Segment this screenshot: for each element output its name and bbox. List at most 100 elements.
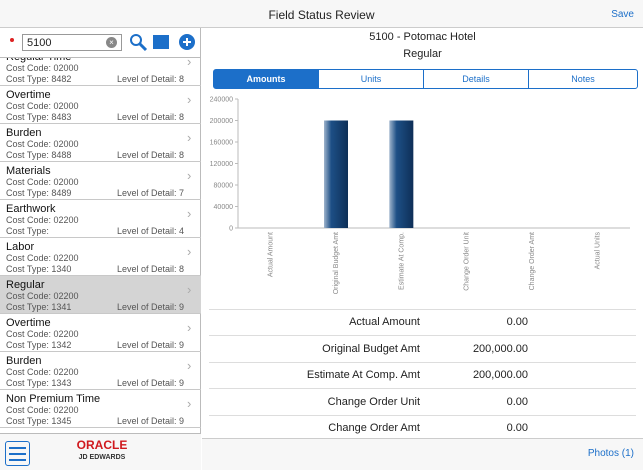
y-tick-label: 120000	[210, 161, 233, 168]
menu-button[interactable]	[5, 441, 30, 466]
chart: 0 40000 80000 120000 160000 200000 240000 Actua…	[210, 97, 630, 294]
filter-icon[interactable]	[153, 35, 169, 49]
photos-link[interactable]: Photos (1)	[587, 448, 634, 459]
chevron: ›	[187, 168, 192, 183]
item-level: Level of Detail: 9	[117, 340, 185, 350]
search-icon[interactable]	[130, 34, 142, 46]
row-value: 0.00	[506, 422, 528, 434]
chevron: ›	[187, 396, 192, 411]
item-cost-code: Cost Code: 02200	[6, 253, 79, 263]
item-title: Labor	[6, 241, 35, 253]
list-item[interactable]: Overtime Cost Code: 02200 Cost Type: 1342 L…	[0, 314, 201, 352]
list-item[interactable]: Burden Cost Code: 02200 Cost Type: 1343 Lev…	[0, 352, 201, 390]
table-row: Actual Amount 0.00	[209, 309, 636, 336]
item-level: Level of Detail: 9	[117, 302, 185, 312]
item-cost-type: Cost Type: 1340	[6, 264, 72, 274]
row-value: 0.00	[506, 316, 528, 328]
item-cost-type: Cost Type: 1341	[6, 302, 72, 312]
top-bar: Field Status Review Save	[0, 0, 643, 28]
item-level: Level of Detail: 4	[117, 226, 185, 236]
item-cost-type: Cost Type:	[6, 226, 49, 236]
required-dot	[10, 38, 14, 42]
item-cost-code: Cost Code: 02000	[6, 63, 79, 73]
left-panel: 5100 × Regular Time Cost Code: 02000 Cost …	[0, 28, 201, 470]
bar	[389, 120, 414, 228]
item-title: Materials	[6, 165, 51, 177]
item-level: Level of Detail: 8	[117, 150, 185, 160]
item-cost-code: Cost Code: 02200	[6, 329, 79, 339]
item-title: Burden	[6, 355, 42, 367]
chevron: ›	[187, 206, 192, 221]
row-label: Change Order Amt	[328, 422, 420, 434]
add-icon-plus	[183, 38, 191, 46]
y-tick-label: 240000	[210, 97, 233, 104]
item-cost-code: Cost Code: 02200	[6, 291, 79, 301]
item-cost-code: Cost Code: 02000	[6, 101, 79, 111]
list-item[interactable]: Materials Cost Code: 02000 Cost Type: 8489…	[0, 162, 201, 200]
table-frame	[209, 309, 636, 438]
list-item[interactable]: Regular Cost Code: 02200 Cost Type: 1341 Le…	[0, 276, 201, 314]
item-title: Regular	[6, 279, 45, 291]
item-cost-code: Cost Code: 02200	[6, 215, 79, 225]
chevron: ›	[187, 358, 192, 373]
item-cost-type: Cost Type: 8488	[6, 150, 72, 160]
page-title: Field Status Review	[268, 8, 375, 22]
save-button[interactable]: Save	[611, 9, 634, 20]
chevron: ›	[187, 282, 192, 297]
row-label: Actual Amount	[349, 316, 420, 328]
item-cost-code: Cost Code: 02000	[6, 139, 79, 149]
cost-list: Regular Time Cost Code: 02000 Cost Type: 8…	[0, 57, 201, 433]
item-cost-type: Cost Type: 8489	[6, 188, 72, 198]
row-value: 0.00	[506, 395, 528, 408]
list-item[interactable]: Non Premium Time Cost Code: 02200 Cost Typ…	[0, 390, 201, 428]
y-tick-label: 160000	[210, 140, 233, 147]
bar	[324, 120, 348, 228]
search-input[interactable]: 5100	[22, 34, 122, 51]
tab[interactable]: Amounts	[213, 69, 319, 89]
table-row: Original Budget Amt 200,000.00	[209, 336, 636, 363]
clear-icon[interactable]: ×	[106, 37, 117, 48]
x-tick-label: Original Budget Amt	[333, 232, 340, 294]
detail-subtitle: Regular	[403, 48, 442, 60]
y-tick-label: 200000	[210, 118, 233, 125]
chevron: ›	[187, 244, 192, 259]
tab[interactable]: Units	[318, 69, 424, 89]
item-cost-code: Cost Code: 02000	[6, 177, 79, 187]
footer-bar: Photos (1)	[202, 438, 643, 470]
row-label: Original Budget Amt	[322, 342, 420, 355]
item-cost-type: Cost Type: 1345	[6, 416, 72, 426]
y-tick-label: 80000	[214, 183, 234, 190]
item-cost-type: Cost Type: 1343	[6, 378, 72, 388]
x-tick-label: Actual Amount	[268, 232, 275, 277]
row-value: 200,000.00	[472, 369, 528, 381]
chevron: ›	[187, 92, 192, 107]
item-cost-type: Cost Type: 8482	[6, 74, 72, 84]
item-level: Level of Detail: 9	[117, 378, 185, 388]
item-title: Non Premium Time	[6, 393, 101, 405]
list-item[interactable]: Burden Cost Code: 02000 Cost Type: 8488 Lev…	[0, 124, 201, 162]
row-value: 200,000.00	[472, 342, 528, 355]
item-level: Level of Detail: 8	[117, 264, 185, 274]
left-footer: ORACLE JD EDWARDS	[0, 433, 201, 470]
item-title: Earthwork	[6, 203, 56, 215]
item-title: Burden	[6, 127, 42, 139]
list-item[interactable]: Earthwork Cost Code: 02200 Cost Type: Level…	[0, 200, 201, 238]
row-label: Change Order Unit	[327, 395, 420, 408]
list-item[interactable]: Labor Cost Code: 02200 Cost Type: 1340 Leve…	[0, 238, 201, 276]
chevron: ›	[187, 57, 192, 69]
item-title: Regular Time	[6, 57, 72, 63]
y-tick-label: 40000	[214, 204, 234, 211]
table-row: Estimate At Comp. Amt 200,000.00	[209, 362, 636, 389]
y-tick-label: 0	[229, 226, 233, 233]
chevron: ›	[187, 130, 192, 145]
list-item[interactable]: Regular Time Cost Code: 02000 Cost Type: 8…	[0, 57, 201, 86]
item-title: Overtime	[6, 317, 51, 329]
detail-title: 5100 - Potomac Hotel	[369, 31, 476, 43]
toolbar-icons	[130, 34, 195, 52]
list-item[interactable]: Overtime Cost Code: 02000 Cost Type: 8483 L…	[0, 86, 201, 124]
tab[interactable]: Notes	[528, 69, 638, 89]
x-tick-label: Actual Units	[594, 232, 601, 270]
x-tick-label: Change Order Amt	[529, 232, 536, 290]
item-cost-type: Cost Type: 8483	[6, 112, 72, 122]
